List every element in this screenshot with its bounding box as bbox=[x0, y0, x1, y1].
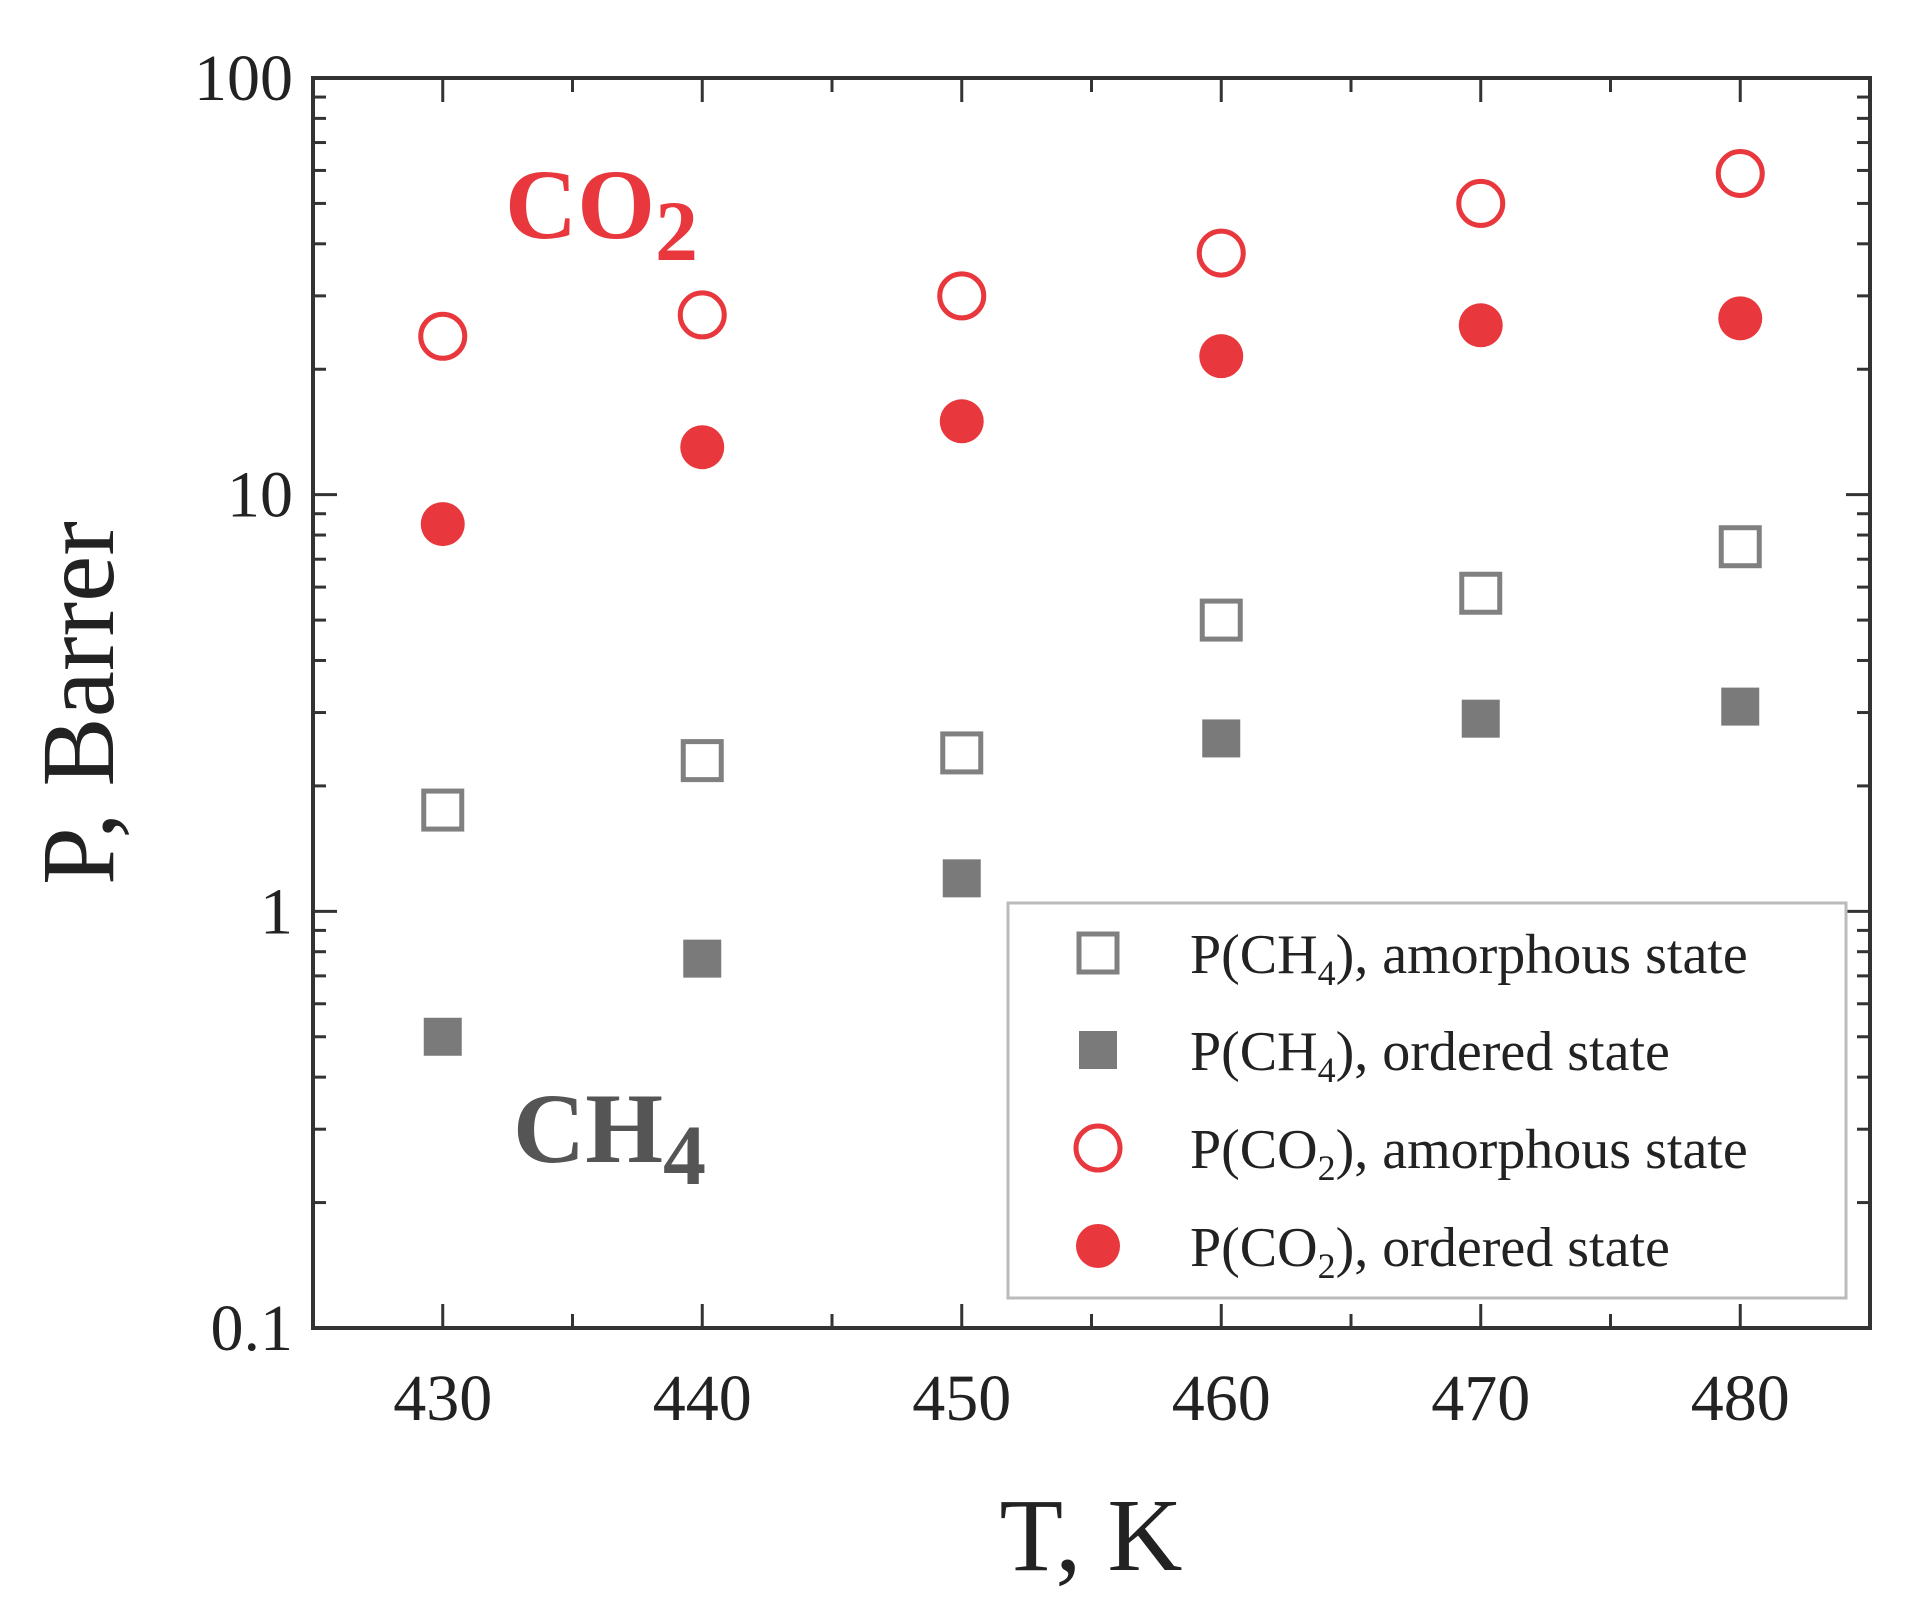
data-point-series-1 bbox=[1721, 687, 1760, 726]
data-point-series-0 bbox=[940, 731, 984, 775]
x-tick-label: 470 bbox=[1431, 1362, 1530, 1435]
annotation-ch4: CH4 bbox=[513, 1073, 706, 1203]
x-tick-label: 450 bbox=[912, 1362, 1011, 1435]
x-tick-labels: 430 440 450 460 470 480 bbox=[393, 1362, 1790, 1435]
legend: P(CH4), amorphous state P(CH4), ordered s… bbox=[1006, 901, 1848, 1300]
data-point-series-1 bbox=[1202, 719, 1241, 758]
data-point-series-3 bbox=[420, 502, 465, 547]
y-tick-labels: 0.1 1 10 100 bbox=[194, 42, 293, 1365]
annotation-co2-main: CO bbox=[505, 149, 655, 260]
axis-ticks bbox=[313, 78, 1870, 1330]
x-tick-label: 430 bbox=[393, 1362, 492, 1435]
data-point-series-1 bbox=[423, 1017, 462, 1056]
y-tick-label: 0.1 bbox=[211, 1292, 294, 1365]
data-points bbox=[418, 148, 1765, 1056]
data-point-series-0 bbox=[1718, 525, 1762, 569]
legend-marker-2 bbox=[1073, 1123, 1123, 1173]
data-point-series-0 bbox=[680, 739, 724, 783]
data-point-series-0 bbox=[421, 788, 465, 832]
annotation-ch4-main: CH bbox=[513, 1073, 663, 1184]
legend-label-0: P(CH4), amorphous state bbox=[1190, 924, 1748, 993]
data-point-series-1 bbox=[1461, 699, 1500, 738]
data-point-series-3 bbox=[1458, 303, 1503, 348]
annotation-ch4-sub: 4 bbox=[663, 1107, 706, 1203]
y-tick-label: 1 bbox=[260, 875, 293, 948]
legend-label-1: P(CH4), ordered state bbox=[1190, 1021, 1670, 1090]
data-point-series-0 bbox=[1459, 571, 1503, 615]
data-point-series-1 bbox=[683, 939, 722, 978]
annotation-co2-sub: 2 bbox=[655, 183, 698, 279]
data-point-series-3 bbox=[1199, 334, 1244, 379]
x-tick-label: 480 bbox=[1691, 1362, 1790, 1435]
legend-marker-0 bbox=[1076, 931, 1120, 975]
data-point-series-0 bbox=[1199, 598, 1243, 642]
data-point-series-3 bbox=[939, 399, 984, 444]
y-tick-label: 100 bbox=[194, 42, 293, 115]
legend-label-2: P(CO2), amorphous state bbox=[1190, 1119, 1748, 1188]
legend-marker-1 bbox=[1079, 1031, 1117, 1069]
legend-marker-3 bbox=[1076, 1224, 1120, 1268]
y-axis-title: P, Barrer bbox=[21, 521, 136, 885]
data-point-series-2 bbox=[418, 311, 468, 361]
data-point-series-3 bbox=[680, 425, 725, 470]
x-tick-label: 440 bbox=[653, 1362, 752, 1435]
y-tick-label: 10 bbox=[227, 459, 293, 532]
data-point-series-2 bbox=[1715, 148, 1765, 198]
data-point-series-1 bbox=[942, 859, 981, 898]
data-point-series-2 bbox=[937, 271, 987, 321]
x-tick-label: 460 bbox=[1172, 1362, 1271, 1435]
legend-label-3: P(CO2), ordered state bbox=[1190, 1217, 1670, 1286]
annotation-co2: CO2 bbox=[505, 149, 698, 279]
data-point-series-2 bbox=[677, 290, 727, 340]
data-point-series-3 bbox=[1718, 296, 1763, 341]
data-point-series-2 bbox=[1456, 178, 1506, 228]
data-point-series-2 bbox=[1196, 228, 1246, 278]
x-axis-title: T, K bbox=[1000, 1478, 1183, 1593]
legend-box bbox=[1006, 901, 1848, 1300]
